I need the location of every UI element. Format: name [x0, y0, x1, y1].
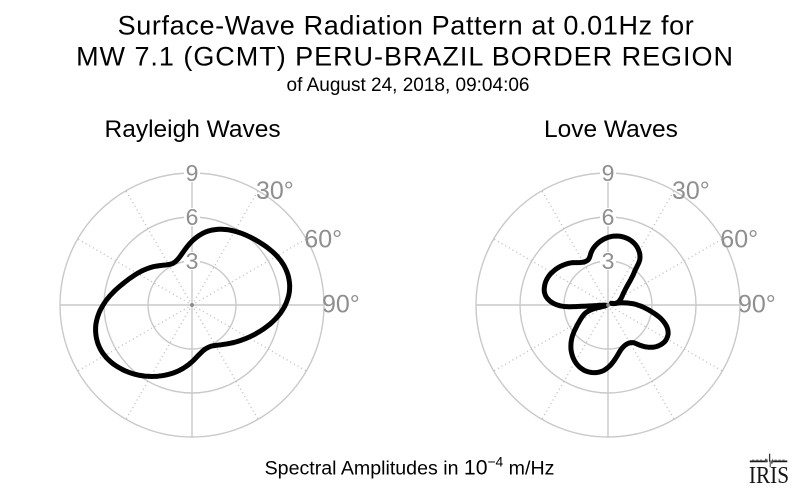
svg-text:MW 7.1 (GCMT) PERU-BRAZIL BORD: MW 7.1 (GCMT) PERU-BRAZIL BORDER REGION [76, 42, 734, 72]
svg-text:Spectral Amplitudes in 10−4 m/: Spectral Amplitudes in 10−4 m/Hz [265, 455, 555, 480]
svg-text:Love Waves: Love Waves [544, 116, 678, 143]
svg-text:IRIS: IRIS [749, 463, 789, 489]
svg-text:Surface-Wave Radiation Pattern: Surface-Wave Radiation Pattern at 0.01Hz… [118, 11, 695, 41]
svg-text:of August 24, 2018, 09:04:06: of August 24, 2018, 09:04:06 [287, 75, 530, 96]
svg-text:Rayleigh Waves: Rayleigh Waves [105, 116, 281, 143]
